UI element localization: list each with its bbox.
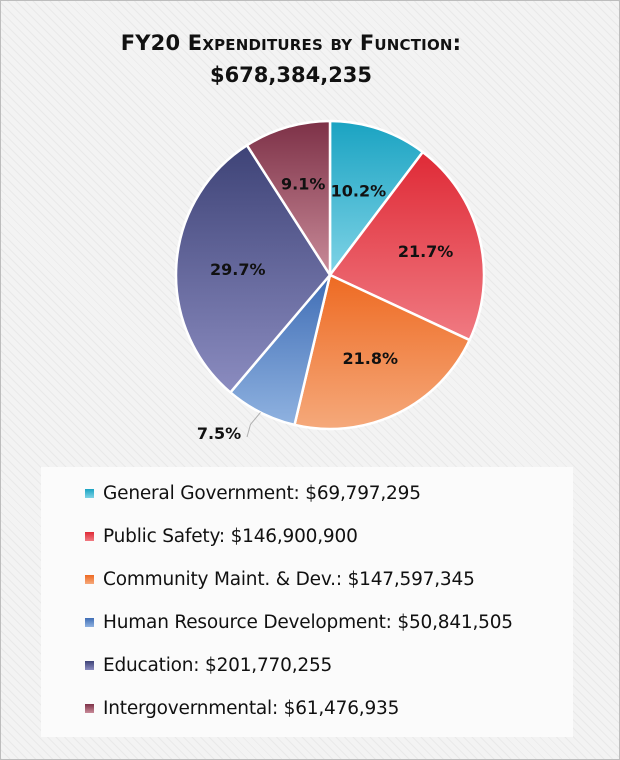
legend-label: Intergovernmental: $61,476,935 <box>103 697 400 719</box>
legend-item-human-resource-development: Human Resource Development: $50,841,505 <box>85 610 513 634</box>
chart-title-line2: $678,384,235 <box>209 63 373 87</box>
slice-label-public-safety: 21.7% <box>398 242 454 261</box>
pie-slice-general-government <box>328 119 425 277</box>
pie-slice-community-maint-dev <box>293 273 471 431</box>
legend-item-general-government: General Government: $69,797,295 <box>85 481 421 505</box>
chart-title: FY20 Expenditures by Function: $678,384,… <box>1 27 581 91</box>
legend-item-community-maint-dev: Community Maint. & Dev.: $147,597,345 <box>85 567 475 591</box>
legend: General Government: $69,797,295 Public Sa… <box>41 467 573 737</box>
pie-slice-public-safety <box>328 150 486 342</box>
legend-label: Public Safety: $146,900,900 <box>103 525 358 547</box>
slice-label-education: 29.7% <box>210 260 266 279</box>
slice-label-intergovernmental: 9.1% <box>281 174 325 193</box>
chart-title-line1: FY20 Expenditures by Function: <box>120 31 462 55</box>
pie-slice-intergovernmental <box>245 119 332 277</box>
pie-chart: 10.2% 21.7% 21.8% 7.5% 29.7% 9.1% <box>174 119 486 443</box>
legend-item-education: Education: $201,770,255 <box>85 653 332 677</box>
legend-swatch <box>85 531 94 541</box>
legend-swatch <box>85 703 94 713</box>
legend-swatch <box>85 617 94 627</box>
legend-swatch <box>85 488 94 498</box>
legend-swatch <box>85 660 94 670</box>
legend-label: General Government: $69,797,295 <box>103 482 421 504</box>
legend-label: Education: $201,770,255 <box>103 654 333 676</box>
legend-item-intergovernmental: Intergovernmental: $61,476,935 <box>85 696 399 720</box>
slice-label-general-government: 10.2% <box>331 181 387 200</box>
pie-slice-education <box>174 144 332 394</box>
legend-swatch <box>85 574 94 584</box>
leader-line-human-resource-development <box>246 412 261 438</box>
legend-item-public-safety: Public Safety: $146,900,900 <box>85 524 358 548</box>
legend-label: Human Resource Development: $50,841,505 <box>103 611 513 633</box>
slice-label-human-resource-development: 7.5% <box>197 424 241 443</box>
legend-label: Community Maint. & Dev.: $147,597,345 <box>103 568 475 590</box>
slice-label-community-maint-dev: 21.8% <box>343 349 399 368</box>
